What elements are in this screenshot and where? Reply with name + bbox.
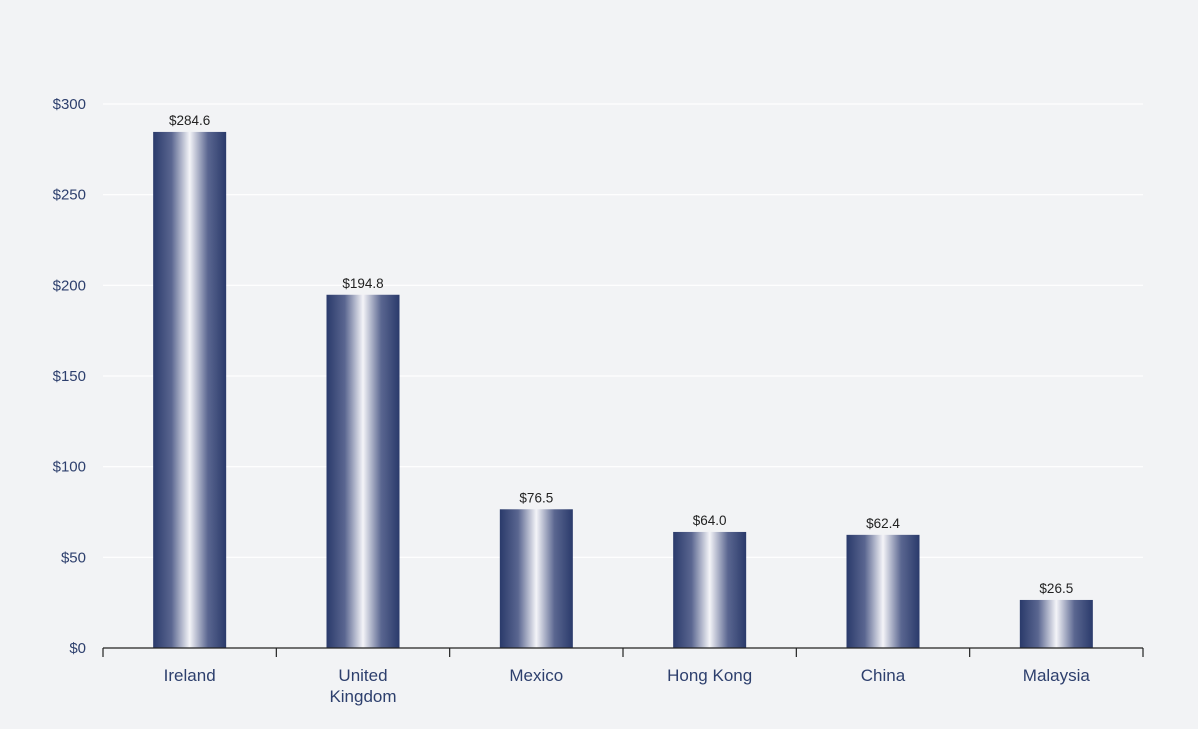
bar <box>499 509 573 648</box>
bar-value-label: $284.6 <box>169 113 210 128</box>
y-tick-label: $0 <box>69 640 86 657</box>
y-tick-label: $300 <box>53 96 86 113</box>
y-tick-label: $100 <box>53 459 86 476</box>
bar <box>153 131 227 648</box>
x-category-label: Malaysia <box>1023 666 1091 685</box>
x-category-label-line: Mexico <box>509 666 563 685</box>
bar <box>326 294 400 648</box>
bar <box>846 534 920 648</box>
x-category-label: Ireland <box>164 666 216 685</box>
x-category-label-line: United <box>338 666 387 685</box>
x-category-label: Hong Kong <box>667 666 752 685</box>
bars <box>153 131 1093 648</box>
y-tick-label: $50 <box>61 549 86 566</box>
x-category-label-line: China <box>861 666 906 685</box>
y-tick-label: $200 <box>53 277 86 294</box>
y-tick-label: $250 <box>53 187 86 204</box>
x-category-label-line: Malaysia <box>1023 666 1091 685</box>
x-category-label: Mexico <box>509 666 563 685</box>
bar-value-label: $64.0 <box>693 513 727 528</box>
axes <box>102 647 1144 657</box>
x-category-label: China <box>861 666 906 685</box>
x-category-label-line: Hong Kong <box>667 666 752 685</box>
gridlines <box>103 103 1143 558</box>
bar-value-label: $26.5 <box>1039 581 1073 596</box>
bar-value-label: $194.8 <box>342 276 383 291</box>
x-category-label-line: Kingdom <box>329 687 396 706</box>
bar <box>673 531 747 648</box>
y-tick-label: $150 <box>53 368 86 385</box>
bar <box>1019 599 1093 648</box>
x-category-label: United Kingdom <box>329 666 396 706</box>
bar-value-label: $62.4 <box>866 516 900 531</box>
x-category-label-line: Ireland <box>164 666 216 685</box>
labels: $0 $50 $100 $150 $200 $250 $300 $284.6 $194.8 $76… <box>53 96 1091 706</box>
bar-value-label: $76.5 <box>519 490 553 505</box>
